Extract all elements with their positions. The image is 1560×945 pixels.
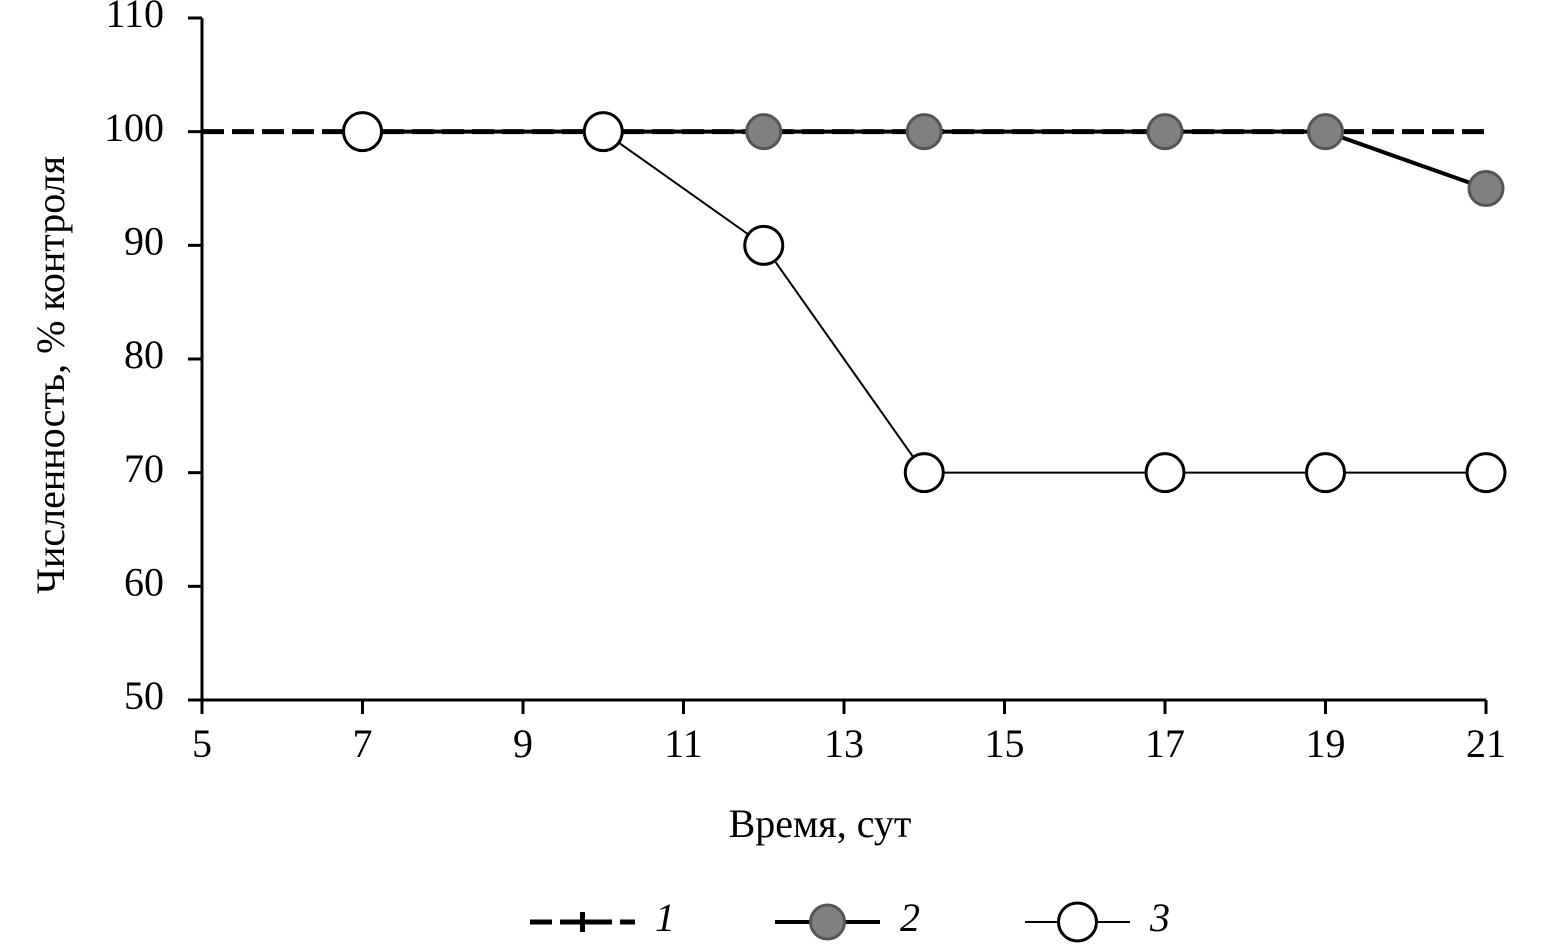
marker bbox=[745, 113, 783, 151]
y-tick-label: 90 bbox=[124, 219, 164, 264]
x-tick-label: 15 bbox=[985, 721, 1025, 766]
x-tick-label: 5 bbox=[192, 721, 212, 766]
marker bbox=[743, 224, 785, 266]
marker bbox=[1146, 113, 1184, 151]
marker bbox=[342, 111, 383, 153]
marker bbox=[1144, 452, 1186, 494]
y-tick-label: 80 bbox=[124, 332, 164, 377]
y-tick-label: 100 bbox=[104, 105, 164, 150]
x-tick-label: 13 bbox=[824, 721, 864, 766]
x-tick-label: 17 bbox=[1145, 721, 1185, 766]
x-axis-label: Время, сут bbox=[729, 801, 912, 846]
marker bbox=[1057, 901, 1098, 943]
y-tick-label: 50 bbox=[124, 673, 164, 718]
marker bbox=[1305, 452, 1346, 494]
x-tick-label: 11 bbox=[664, 721, 703, 766]
marker bbox=[1465, 452, 1507, 494]
y-tick-label: 110 bbox=[105, 0, 164, 36]
x-tick-label: 21 bbox=[1466, 721, 1506, 766]
marker bbox=[905, 113, 943, 151]
legend-label: 2 bbox=[900, 895, 920, 940]
marker bbox=[809, 903, 846, 941]
x-tick-label: 7 bbox=[353, 721, 373, 766]
y-tick-label: 70 bbox=[124, 446, 164, 491]
marker bbox=[903, 452, 945, 494]
series-line bbox=[362, 130, 1486, 474]
legend-label: 3 bbox=[1149, 895, 1170, 940]
x-tick-label: 9 bbox=[513, 721, 533, 766]
y-axis-label: Численность, % контроля bbox=[28, 156, 73, 594]
y-tick-label: 60 bbox=[124, 560, 164, 605]
marker bbox=[582, 111, 624, 153]
x-tick-label: 19 bbox=[1306, 721, 1346, 766]
legend-label: 1 bbox=[655, 895, 675, 940]
marker bbox=[1467, 170, 1505, 207]
marker bbox=[572, 912, 593, 932]
marker bbox=[1307, 113, 1344, 151]
